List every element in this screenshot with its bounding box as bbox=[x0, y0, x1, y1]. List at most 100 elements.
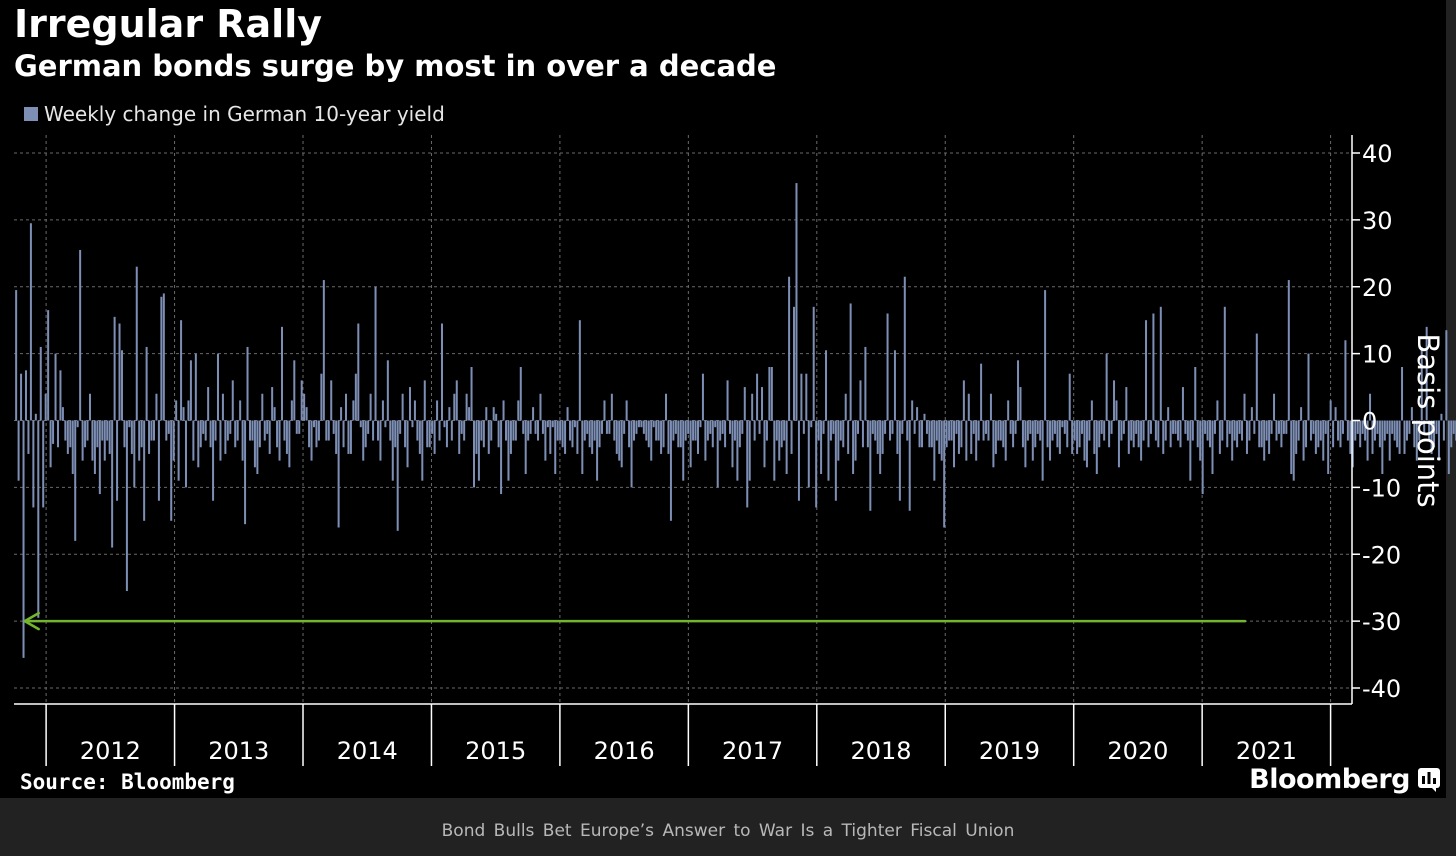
bar bbox=[726, 380, 729, 421]
bar bbox=[564, 420, 567, 454]
bar bbox=[214, 420, 217, 441]
bar bbox=[891, 420, 894, 434]
bar bbox=[967, 393, 970, 421]
bar bbox=[544, 420, 547, 461]
brand-name: Bloomberg bbox=[1249, 764, 1410, 795]
x-tick-label: 2020 bbox=[1107, 737, 1168, 765]
bar bbox=[1312, 420, 1315, 434]
x-tick-label: 2021 bbox=[1236, 737, 1297, 765]
bar bbox=[1009, 420, 1012, 434]
bar bbox=[416, 420, 419, 441]
bar bbox=[911, 400, 914, 421]
bar bbox=[271, 387, 274, 421]
bar bbox=[1085, 420, 1088, 468]
bar bbox=[438, 420, 441, 441]
bar bbox=[1088, 420, 1091, 441]
bar bbox=[1152, 313, 1155, 421]
bar bbox=[256, 420, 259, 474]
bar bbox=[1162, 420, 1165, 454]
bar bbox=[879, 420, 882, 474]
bar bbox=[665, 393, 668, 421]
bar bbox=[583, 420, 586, 441]
bar bbox=[724, 420, 727, 448]
bar bbox=[340, 407, 343, 421]
bar bbox=[1418, 420, 1421, 441]
bar bbox=[1026, 420, 1029, 441]
bar bbox=[20, 373, 23, 421]
bar bbox=[1061, 420, 1064, 428]
bar bbox=[1327, 420, 1330, 474]
bar bbox=[615, 420, 618, 454]
bar bbox=[379, 420, 382, 461]
bar bbox=[965, 420, 968, 461]
bar bbox=[551, 420, 554, 428]
bar bbox=[1194, 367, 1197, 421]
bar bbox=[470, 367, 473, 421]
bar bbox=[192, 420, 195, 461]
bar bbox=[1391, 420, 1394, 434]
bar bbox=[310, 420, 313, 461]
bar bbox=[1297, 420, 1300, 441]
bar bbox=[655, 420, 658, 441]
bar bbox=[150, 420, 153, 441]
bar bbox=[647, 420, 650, 448]
bar bbox=[93, 420, 96, 474]
bar bbox=[1344, 340, 1347, 421]
bar bbox=[1063, 420, 1066, 434]
bar bbox=[869, 420, 872, 511]
bar bbox=[576, 420, 579, 454]
x-tick-label: 2019 bbox=[979, 737, 1040, 765]
bar bbox=[982, 420, 985, 441]
bar bbox=[716, 420, 719, 488]
bar bbox=[861, 420, 864, 448]
bar bbox=[239, 400, 242, 421]
bar bbox=[1309, 420, 1312, 441]
bar bbox=[960, 420, 963, 448]
bar bbox=[517, 400, 520, 421]
bar bbox=[581, 420, 584, 474]
bar bbox=[1051, 420, 1054, 441]
bar bbox=[682, 420, 685, 481]
bar bbox=[335, 420, 338, 454]
bar bbox=[357, 323, 360, 421]
bar bbox=[1056, 420, 1059, 448]
bar bbox=[741, 420, 744, 434]
y-tick-label: -20 bbox=[1362, 541, 1401, 569]
bar bbox=[1354, 420, 1357, 441]
bar bbox=[362, 420, 365, 461]
bar bbox=[1282, 420, 1285, 434]
legend-label: Weekly change in German 10-year yield bbox=[44, 102, 445, 126]
bar bbox=[1113, 380, 1116, 421]
bar bbox=[1125, 387, 1128, 421]
bar bbox=[645, 420, 648, 441]
bar bbox=[66, 420, 69, 454]
bar bbox=[138, 420, 141, 461]
bar bbox=[980, 363, 983, 421]
bar bbox=[1029, 420, 1032, 434]
bar bbox=[1019, 387, 1022, 421]
bar bbox=[15, 290, 18, 421]
bar bbox=[1268, 420, 1271, 454]
bar bbox=[532, 407, 535, 421]
bar bbox=[1021, 420, 1024, 448]
bar bbox=[1255, 333, 1258, 421]
bar bbox=[797, 420, 800, 501]
bar bbox=[377, 420, 379, 441]
bar bbox=[1241, 420, 1244, 441]
bar bbox=[780, 420, 783, 448]
bar bbox=[1398, 420, 1401, 454]
bar bbox=[1122, 420, 1125, 434]
bar bbox=[453, 393, 456, 421]
bar bbox=[1142, 420, 1145, 441]
bar bbox=[236, 420, 239, 441]
chart-panel bbox=[0, 0, 1446, 798]
y-tick-label: 20 bbox=[1362, 274, 1393, 302]
bar bbox=[313, 420, 315, 428]
bar bbox=[219, 420, 222, 461]
bar bbox=[514, 420, 517, 441]
bar bbox=[1373, 420, 1376, 441]
bar bbox=[428, 420, 431, 448]
bar bbox=[303, 393, 306, 421]
bar bbox=[635, 420, 638, 434]
bar bbox=[229, 420, 232, 434]
